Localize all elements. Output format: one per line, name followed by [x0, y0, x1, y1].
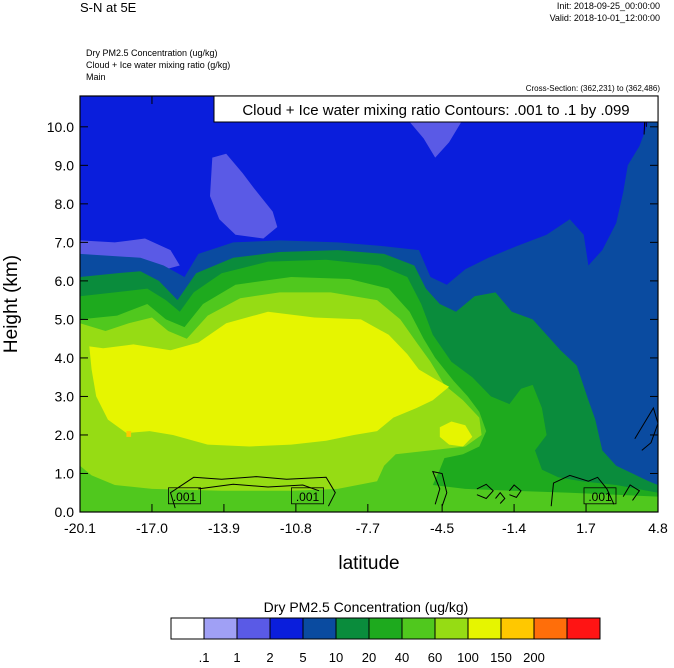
concentration-region-1	[210, 153, 278, 239]
y-tick-label-7: 7.0	[55, 234, 75, 250]
colorbar-swatch-5	[335, 617, 370, 640]
cloud-contour-8	[634, 406, 658, 451]
colorbar-swatch-11	[533, 617, 568, 640]
x-tick-label-8: 4.8	[648, 520, 668, 536]
colorbar-swatch-7	[401, 617, 436, 640]
x-tick-label-0: -20.1	[64, 520, 96, 536]
cloud-contour-7	[495, 491, 506, 504]
concentration-region-11	[126, 431, 132, 437]
axes: -20.1 -17.0 -13.9 -10.8 -7.7 -4.5 -1.4 1.7 4.8 0.…	[47, 96, 668, 536]
y-tick-label-10: 10.0	[47, 119, 74, 135]
colorbar-label-5: 20	[362, 650, 376, 665]
cloud-contour-2	[431, 470, 448, 507]
y-tick-label-0: 0.0	[55, 504, 75, 520]
contour-label-box-2	[583, 487, 617, 505]
colorbar-label-3: 5	[299, 650, 306, 665]
y-tick-label-4: 4.0	[55, 350, 75, 366]
colorbar-swatch-6	[368, 617, 403, 640]
concentration-fill	[80, 96, 658, 512]
y-tick-label-6: 6.0	[55, 273, 75, 289]
cloud-contour-3	[476, 483, 494, 500]
colorbar-swatch-2	[236, 617, 271, 640]
x-axis-label: latitude	[338, 553, 399, 574]
cloud-contour-5	[550, 474, 615, 507]
valid-time: Valid: 2018-10-01_12:00:00	[549, 13, 660, 23]
x-tick-label-1: -17.0	[136, 520, 168, 536]
x-tick-label-6: -1.4	[502, 520, 526, 536]
colorbar-label-6: 40	[395, 650, 409, 665]
y-tick-label-3: 3.0	[55, 388, 75, 404]
concentration-region-9	[89, 311, 450, 447]
x-tick-label-3: -10.8	[280, 520, 312, 536]
colorbar-label-0: .1	[199, 650, 210, 665]
x-tick-label-5: -4.5	[430, 520, 454, 536]
colorbar-swatch-0	[170, 617, 205, 640]
colorbar-label-9: 150	[490, 650, 512, 665]
y-tick-label-1: 1.0	[55, 465, 75, 481]
cloud-contour-6	[622, 484, 641, 501]
y-tick-label-2: 2.0	[55, 427, 75, 443]
colorbar-swatch-4	[302, 617, 337, 640]
contour-labels: .001 .001 .001	[168, 487, 617, 505]
colorbar-label-7: 60	[428, 650, 442, 665]
y-tick-label-9: 9.0	[55, 157, 75, 173]
contour-label-box-0	[168, 487, 201, 505]
concentration-region-10	[439, 421, 473, 447]
y-axis-label: Height (km)	[1, 255, 22, 353]
colorbar-label-4: 10	[329, 650, 343, 665]
x-tick-label-2: -13.9	[208, 520, 240, 536]
cross-section-label: Cross-Section: (362,231) to (362,486)	[525, 84, 660, 93]
contour-label-2: .001	[588, 490, 612, 504]
contour-note-box	[213, 95, 659, 123]
colorbar-label-8: 100	[457, 650, 479, 665]
cloud-contour-1	[198, 483, 320, 492]
colorbar-swatch-10	[500, 617, 535, 640]
contour-label-1: .001	[296, 490, 320, 504]
colorbar-label-2: 2	[266, 650, 273, 665]
field-name-primary: Dry PM2.5 Concentration (ug/kg)	[86, 48, 218, 58]
colorbar-swatch-3	[269, 617, 304, 640]
colorbar-label-1: 1	[233, 650, 240, 665]
colorbar-swatch-9	[467, 617, 502, 640]
y-tick-label-8: 8.0	[55, 196, 75, 212]
contour-note: Cloud + Ice water mixing ratio Contours:…	[242, 102, 629, 119]
figure-title: S-N at 5E	[80, 0, 137, 15]
contour-label-box-1	[291, 487, 324, 505]
x-tick-label-4: -7.7	[356, 520, 380, 536]
x-tick-label-7: 1.7	[576, 520, 596, 536]
contour-label-0: .001	[173, 490, 197, 504]
colorbar-swatch-1	[203, 617, 238, 640]
colorbar-label-10: 200	[523, 650, 545, 665]
colorbar-swatch-8	[434, 617, 469, 640]
colorbar-title: Dry PM2.5 Concentration (ug/kg)	[264, 599, 469, 615]
colorbar-swatch-12	[566, 617, 601, 640]
y-tick-label-5: 5.0	[55, 311, 75, 327]
colorbar: .1 1 2 5 10 20 40 60 100 150 200	[170, 617, 601, 665]
field-name-contour: Cloud + Ice water mixing ratio (g/kg)	[86, 60, 231, 70]
field-name-main: Main	[86, 72, 106, 82]
cloud-contour-4	[509, 484, 522, 499]
init-time: Init: 2018-09-25_00:00:00	[556, 1, 660, 11]
